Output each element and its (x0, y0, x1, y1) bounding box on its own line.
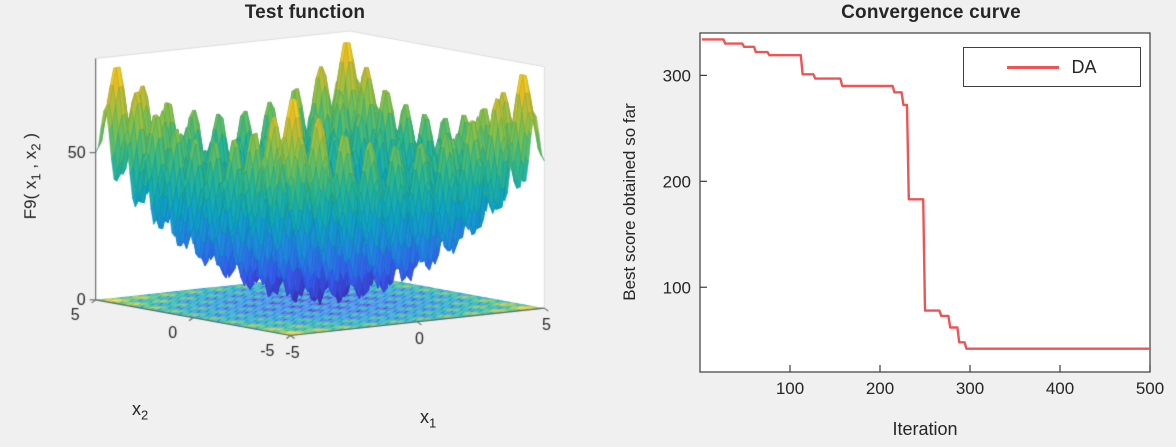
zlabel-part-sub: 2 (28, 143, 44, 151)
y-axis-tick-label: 200 (663, 172, 691, 191)
zlabel-part: , x (20, 150, 40, 174)
convergence-curve (701, 38, 1150, 350)
x-axis-tick-label: 200 (866, 379, 894, 398)
legend-line-sample (1007, 65, 1060, 69)
surface-ylabel: x2 (132, 399, 148, 423)
zlabel-part: F9( x (20, 180, 40, 220)
x-axis-tick-label: 400 (1046, 379, 1074, 398)
y-axis-tick-label: 300 (663, 66, 691, 85)
legend: DA (963, 47, 1141, 87)
surface-ylabel-text: x (132, 399, 141, 419)
convergence-svg: 100 200 300 400 500 100 200 300 (663, 32, 1164, 398)
surface-xlabel: x1 (420, 407, 436, 431)
x-axis-tick-label: 300 (956, 379, 984, 398)
surface-ylabel-sub: 2 (141, 407, 149, 423)
surface-plot-title: Test function (244, 2, 366, 23)
y-axis-tick-label: 100 (663, 278, 691, 297)
surface-plot-canvas (40, 18, 600, 443)
surface-xlabel-sub: 1 (429, 415, 437, 431)
plot-box (699, 32, 1151, 373)
x-axis-tick-label: 100 (776, 379, 804, 398)
legend-label: DA (1071, 56, 1097, 77)
convergence-xlabel: Iteration (892, 419, 958, 439)
zlabel-part: ) (20, 133, 40, 144)
x-axis-tick-label: 500 (1136, 379, 1164, 398)
surface-zlabel: F9( x1 , x2 ) (21, 56, 43, 296)
convergence-plot-title: Convergence curve (841, 2, 1021, 23)
surface-xlabel-text: x (420, 407, 429, 427)
zlabel-part-sub: 1 (28, 173, 44, 181)
